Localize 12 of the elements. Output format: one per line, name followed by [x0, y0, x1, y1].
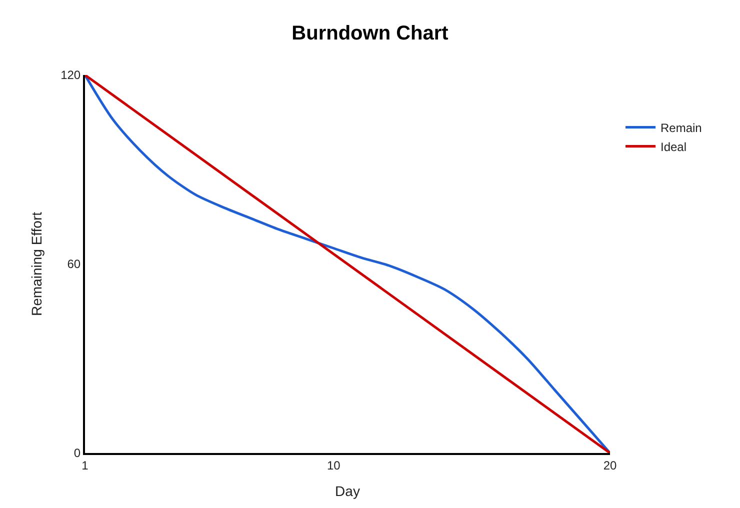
y-tick-label: 120 — [60, 68, 81, 82]
chart-title: Burndown Chart — [292, 22, 449, 44]
y-tick-label: 0 — [74, 446, 81, 460]
y-axis-title: Remaining Effort — [28, 212, 45, 316]
x-tick-label: 10 — [327, 458, 341, 472]
x-axis-title: Day — [335, 483, 360, 500]
x-tick-label: 1 — [82, 458, 89, 472]
line-series — [85, 75, 610, 453]
legend-label: Ideal — [660, 140, 687, 154]
x-tick-label: 20 — [603, 458, 617, 472]
y-tick-label: 60 — [67, 257, 81, 272]
legend-label: Remain — [660, 120, 702, 135]
